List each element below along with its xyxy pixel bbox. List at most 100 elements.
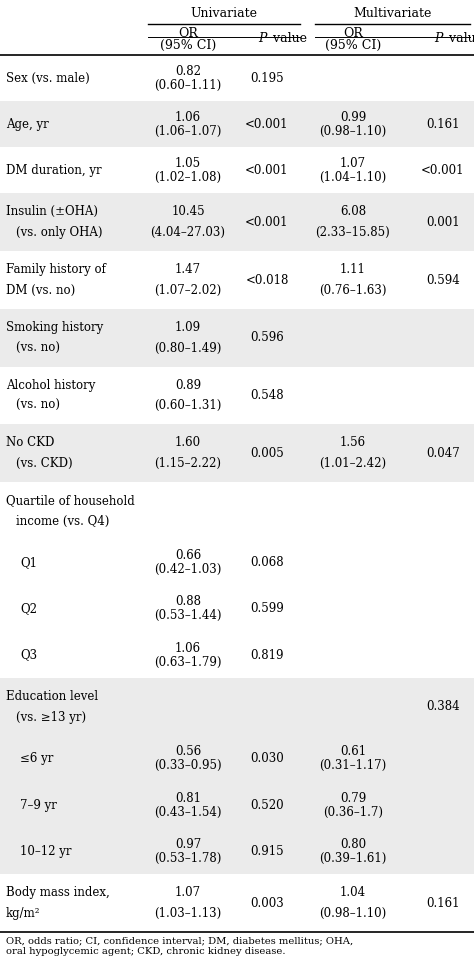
Bar <box>0 101 474 148</box>
Text: Multivariate: Multivariate <box>353 8 432 20</box>
Text: 0.819: 0.819 <box>250 648 284 662</box>
Text: 7–9 yr: 7–9 yr <box>20 799 57 812</box>
Text: (0.53–1.44): (0.53–1.44) <box>154 609 222 622</box>
Text: 0.915: 0.915 <box>250 845 284 857</box>
Text: 1.60: 1.60 <box>175 436 201 449</box>
Text: Q1: Q1 <box>20 556 37 570</box>
Text: OR: OR <box>178 27 198 41</box>
Text: (0.39–1.61): (0.39–1.61) <box>319 851 387 865</box>
Text: 0.61: 0.61 <box>340 746 366 758</box>
Text: P: P <box>259 32 267 46</box>
Text: 0.80: 0.80 <box>340 838 366 850</box>
Text: (0.43–1.54): (0.43–1.54) <box>154 806 222 818</box>
Text: (0.60–1.31): (0.60–1.31) <box>155 399 222 412</box>
Text: (0.63–1.79): (0.63–1.79) <box>154 655 222 669</box>
Text: 0.047: 0.047 <box>426 446 460 460</box>
Text: (0.33–0.95): (0.33–0.95) <box>154 759 222 773</box>
Bar <box>0 193 474 251</box>
Text: (1.01–2.42): (1.01–2.42) <box>319 457 387 470</box>
Text: 0.161: 0.161 <box>426 118 460 131</box>
Text: 1.07: 1.07 <box>340 156 366 170</box>
Text: (0.36–1.7): (0.36–1.7) <box>323 806 383 818</box>
Text: Quartile of household: Quartile of household <box>6 494 135 507</box>
Text: <0.001: <0.001 <box>421 164 465 177</box>
Text: 6.08: 6.08 <box>340 205 366 219</box>
Text: (1.02–1.08): (1.02–1.08) <box>155 171 221 184</box>
Text: (0.42–1.03): (0.42–1.03) <box>155 563 222 576</box>
Text: income (vs. Q4): income (vs. Q4) <box>16 515 109 528</box>
Text: <0.001: <0.001 <box>245 164 289 177</box>
Text: (0.60–1.11): (0.60–1.11) <box>155 79 222 91</box>
Text: DM (vs. no): DM (vs. no) <box>6 284 75 296</box>
Text: 0.068: 0.068 <box>250 556 284 570</box>
Text: 0.195: 0.195 <box>250 72 284 85</box>
Text: <0.001: <0.001 <box>245 216 289 228</box>
Text: (0.31–1.17): (0.31–1.17) <box>319 759 387 773</box>
Text: 0.82: 0.82 <box>175 65 201 78</box>
Text: 10.45: 10.45 <box>171 205 205 219</box>
Text: 0.548: 0.548 <box>250 389 284 401</box>
Text: Q3: Q3 <box>20 648 37 662</box>
Text: (0.98–1.10): (0.98–1.10) <box>319 124 387 138</box>
Text: Smoking history: Smoking history <box>6 321 103 333</box>
Text: 0.79: 0.79 <box>340 791 366 805</box>
Text: Univariate: Univariate <box>191 8 257 20</box>
Text: (0.98–1.10): (0.98–1.10) <box>319 907 387 920</box>
Text: 1.09: 1.09 <box>175 321 201 333</box>
Text: (1.06–1.07): (1.06–1.07) <box>155 124 222 138</box>
Text: 0.97: 0.97 <box>175 838 201 850</box>
Text: <0.001: <0.001 <box>245 118 289 131</box>
Text: value: value <box>269 32 307 46</box>
Text: 0.161: 0.161 <box>426 896 460 910</box>
Text: (0.80–1.49): (0.80–1.49) <box>155 341 222 355</box>
Text: Alcohol history: Alcohol history <box>6 378 95 392</box>
Text: (vs. CKD): (vs. CKD) <box>16 457 73 470</box>
Text: 1.05: 1.05 <box>175 156 201 170</box>
Text: (95% CI): (95% CI) <box>325 39 381 52</box>
Text: ≤6 yr: ≤6 yr <box>20 752 54 765</box>
Text: (4.04–27.03): (4.04–27.03) <box>151 226 226 239</box>
Bar <box>0 309 474 366</box>
Text: Body mass index,: Body mass index, <box>6 886 110 899</box>
Text: 0.520: 0.520 <box>250 799 284 812</box>
Text: 0.030: 0.030 <box>250 752 284 765</box>
Bar <box>0 424 474 482</box>
Text: DM duration, yr: DM duration, yr <box>6 164 101 177</box>
Text: 1.07: 1.07 <box>175 886 201 899</box>
Text: 0.88: 0.88 <box>175 596 201 608</box>
Text: (vs. ≥13 yr): (vs. ≥13 yr) <box>16 711 86 724</box>
Text: 0.89: 0.89 <box>175 378 201 392</box>
Text: No CKD: No CKD <box>6 436 55 449</box>
Text: (0.76–1.63): (0.76–1.63) <box>319 284 387 296</box>
Text: Education level: Education level <box>6 690 98 703</box>
Text: 0.56: 0.56 <box>175 746 201 758</box>
Text: (95% CI): (95% CI) <box>160 39 216 52</box>
Text: 1.06: 1.06 <box>175 111 201 123</box>
Text: 1.47: 1.47 <box>175 263 201 276</box>
Text: value: value <box>445 32 474 46</box>
Text: 0.001: 0.001 <box>426 216 460 228</box>
Text: (vs. only OHA): (vs. only OHA) <box>16 226 102 239</box>
Text: OR, odds ratio; CI, confidence interval; DM, diabetes mellitus; OHA,
oral hypogl: OR, odds ratio; CI, confidence interval;… <box>6 936 353 956</box>
Text: (1.15–2.22): (1.15–2.22) <box>155 457 221 470</box>
Text: 0.599: 0.599 <box>250 603 284 615</box>
Text: Age, yr: Age, yr <box>6 118 49 131</box>
Text: (1.03–1.13): (1.03–1.13) <box>155 907 222 920</box>
Text: 0.005: 0.005 <box>250 446 284 460</box>
Bar <box>0 678 474 736</box>
Text: (0.53–1.78): (0.53–1.78) <box>155 851 222 865</box>
Text: 0.596: 0.596 <box>250 331 284 344</box>
Text: Insulin (±OHA): Insulin (±OHA) <box>6 205 98 219</box>
Text: (vs. no): (vs. no) <box>16 341 60 355</box>
Bar <box>0 736 474 782</box>
Text: 1.04: 1.04 <box>340 886 366 899</box>
Text: 1.06: 1.06 <box>175 642 201 654</box>
Text: 1.11: 1.11 <box>340 263 366 276</box>
Text: 1.56: 1.56 <box>340 436 366 449</box>
Text: (2.33–15.85): (2.33–15.85) <box>316 226 391 239</box>
Text: 0.99: 0.99 <box>340 111 366 123</box>
Text: (1.04–1.10): (1.04–1.10) <box>319 171 387 184</box>
Text: Sex (vs. male): Sex (vs. male) <box>6 72 90 85</box>
Text: Q2: Q2 <box>20 603 37 615</box>
Text: 10–12 yr: 10–12 yr <box>20 845 72 857</box>
